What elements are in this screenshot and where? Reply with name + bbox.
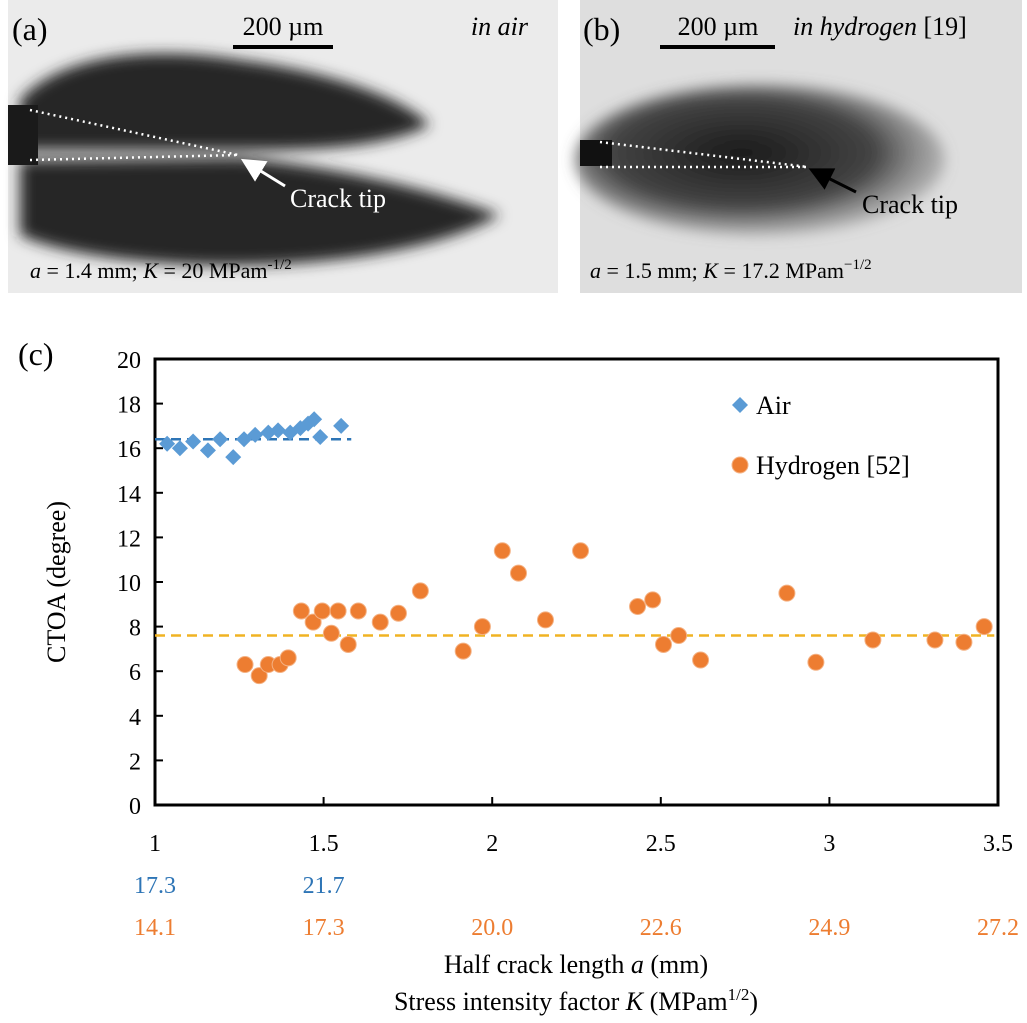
k-tick-label: 27.2 bbox=[977, 915, 1019, 941]
x-tick-label: 1 bbox=[149, 831, 161, 857]
data-point bbox=[279, 649, 297, 667]
data-point bbox=[333, 417, 350, 434]
data-point bbox=[304, 613, 322, 631]
x-tick-label: 2.5 bbox=[646, 831, 676, 857]
data-point bbox=[955, 633, 973, 651]
data-point bbox=[454, 642, 472, 660]
data-point bbox=[864, 631, 882, 649]
data-point bbox=[975, 618, 993, 636]
y-tick-label: 0 bbox=[129, 794, 141, 820]
data-point bbox=[171, 440, 188, 457]
panel-label: (a) bbox=[12, 11, 48, 47]
crack-wake bbox=[575, 85, 945, 235]
data-point bbox=[807, 653, 825, 671]
data-point bbox=[313, 602, 331, 620]
x-tick-label: 3.5 bbox=[983, 831, 1013, 857]
k-tick-label: 17.3 bbox=[303, 915, 345, 941]
data-point bbox=[371, 613, 389, 631]
panel-a: Crack tip 200 µm (a) in air a = 1.4 mm; … bbox=[8, 0, 558, 293]
y-tick-label: 6 bbox=[129, 660, 141, 686]
data-point bbox=[199, 442, 216, 459]
data-point bbox=[493, 542, 511, 560]
y-tick-label: 2 bbox=[129, 749, 141, 775]
data-point bbox=[236, 656, 254, 674]
tip-label: Crack tip bbox=[290, 184, 386, 213]
data-point bbox=[389, 604, 407, 622]
data-point bbox=[654, 635, 672, 653]
x-tick-label: 3 bbox=[823, 831, 835, 857]
data-point bbox=[250, 667, 268, 685]
condition: in air bbox=[471, 12, 529, 41]
data-point bbox=[572, 542, 590, 560]
x-tick-label: 2 bbox=[486, 831, 498, 857]
data-point bbox=[411, 582, 429, 600]
legend-marker bbox=[732, 397, 748, 413]
k-tick-label: 14.1 bbox=[134, 915, 176, 941]
y-tick-label: 16 bbox=[117, 437, 141, 463]
y-tick-label: 20 bbox=[117, 348, 141, 374]
data-point bbox=[292, 602, 310, 620]
data-point bbox=[339, 635, 357, 653]
data-point bbox=[225, 449, 242, 466]
data-point bbox=[510, 564, 528, 582]
legend-marker bbox=[731, 456, 749, 474]
y-tick-label: 18 bbox=[117, 393, 141, 419]
data-point bbox=[644, 591, 662, 609]
y-axis-title: CTOA (degree) bbox=[42, 501, 71, 663]
tip-label: Crack tip bbox=[862, 190, 958, 219]
y-tick-label: 12 bbox=[117, 526, 141, 552]
panel-label: (c) bbox=[18, 336, 54, 372]
scale-bar-label: 200 µm bbox=[243, 12, 324, 41]
condition: in hydrogen [19] bbox=[793, 12, 967, 41]
data-point bbox=[629, 598, 647, 616]
legend-label: Hydrogen [52] bbox=[756, 451, 910, 480]
y-tick-label: 8 bbox=[129, 616, 141, 642]
scale-bar-label: 200 µm bbox=[678, 12, 759, 41]
k-tick-label: 17.3 bbox=[134, 873, 176, 899]
data-point bbox=[159, 435, 176, 452]
data-point bbox=[473, 618, 491, 636]
k-axis-title: Stress intensity factor K (MPam1/2) bbox=[394, 985, 758, 1016]
k-tick-label: 24.9 bbox=[808, 915, 850, 941]
crack-wake bbox=[20, 53, 500, 266]
x-tick-label: 1.5 bbox=[309, 831, 339, 857]
k-tick-label: 21.7 bbox=[303, 873, 345, 899]
data-point bbox=[270, 422, 287, 439]
data-point bbox=[312, 429, 329, 446]
data-point bbox=[212, 431, 229, 448]
data-point bbox=[670, 627, 688, 645]
x-axis-title: Half crack length a (mm) bbox=[444, 950, 708, 979]
k-tick-label: 22.6 bbox=[640, 915, 682, 941]
data-point bbox=[306, 411, 323, 428]
panel-b: Crack tip 200 µm (b) in hydrogen [19] a … bbox=[575, 0, 1022, 293]
data-point bbox=[329, 602, 347, 620]
y-tick-label: 10 bbox=[117, 571, 141, 597]
data-point bbox=[692, 651, 710, 669]
data-point bbox=[247, 426, 264, 443]
caption: a = 1.5 mm; K = 17.2 MPam−1/2 bbox=[590, 257, 872, 283]
data-point bbox=[778, 584, 796, 602]
y-tick-label: 4 bbox=[129, 705, 141, 731]
data-point bbox=[322, 624, 340, 642]
panel-label: (b) bbox=[583, 11, 620, 47]
k-tick-label: 20.0 bbox=[471, 915, 513, 941]
data-point bbox=[536, 611, 554, 629]
plot-frame bbox=[153, 357, 1000, 807]
caption: a = 1.4 mm; K = 20 MPam-1/2 bbox=[30, 257, 292, 283]
data-point bbox=[926, 631, 944, 649]
legend-label: Air bbox=[756, 391, 791, 420]
y-tick-label: 14 bbox=[117, 482, 141, 508]
data-point bbox=[185, 433, 202, 450]
data-point bbox=[349, 602, 367, 620]
